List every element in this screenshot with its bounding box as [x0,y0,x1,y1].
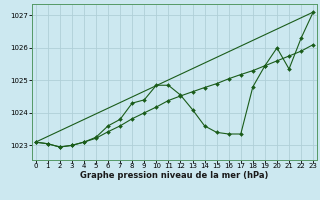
X-axis label: Graphe pression niveau de la mer (hPa): Graphe pression niveau de la mer (hPa) [80,171,268,180]
